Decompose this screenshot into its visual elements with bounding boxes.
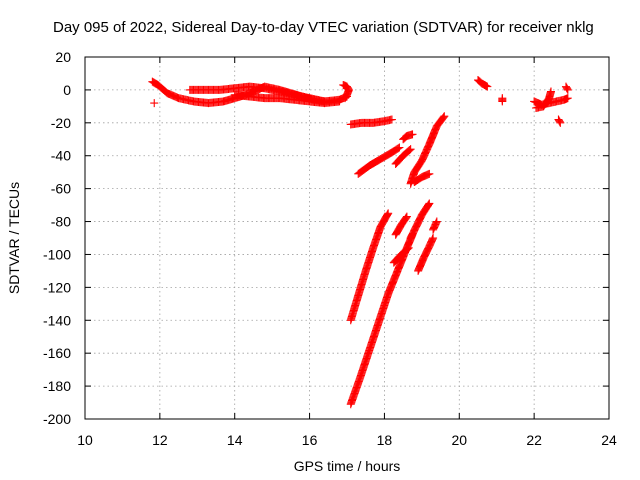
plot-frame [84, 56, 610, 420]
data-point [404, 146, 413, 155]
data-point [563, 94, 572, 103]
data-point [423, 201, 432, 210]
data-track [399, 130, 417, 144]
x-tick-label: 18 [377, 432, 393, 448]
y-tick-label: -160 [43, 345, 71, 361]
data-track [429, 217, 441, 234]
data-track [339, 80, 353, 103]
data-track [498, 94, 507, 106]
data-point [416, 158, 425, 167]
y-tick-label: -20 [51, 115, 71, 131]
data-points [148, 76, 572, 409]
data-point [563, 85, 572, 94]
data-point [556, 118, 565, 127]
data-point [429, 234, 438, 242]
data-point [439, 113, 448, 122]
data-point [425, 169, 434, 178]
data-point [425, 199, 434, 208]
data-point [405, 145, 414, 154]
data-track [346, 115, 396, 129]
data-point [341, 94, 350, 103]
chart-title: Day 095 of 2022, Sidereal Day-to-day VTE… [53, 19, 594, 36]
data-track [389, 243, 413, 267]
data-track [391, 145, 415, 168]
x-tick-label: 22 [526, 432, 542, 448]
data-point [498, 97, 507, 106]
data-track [474, 76, 492, 91]
grid [85, 57, 609, 419]
x-tick-label: 14 [227, 432, 243, 448]
y-tick-label: -60 [51, 181, 71, 197]
data-point [402, 212, 411, 221]
data-track [406, 112, 449, 188]
data-track [530, 94, 572, 109]
data-point [394, 144, 403, 153]
data-track [346, 209, 393, 325]
data-track [410, 169, 434, 187]
data-point [341, 93, 350, 102]
x-tick-label: 16 [302, 432, 318, 448]
data-track [554, 115, 565, 127]
x-tick-label: 10 [77, 432, 93, 448]
y-tick-label: -140 [43, 312, 71, 328]
data-track [406, 199, 434, 242]
y-tick-label: -180 [43, 378, 71, 394]
data-point [555, 117, 564, 126]
data-point [408, 130, 417, 139]
data-point [401, 214, 410, 223]
data-track [346, 230, 417, 409]
x-axis-label: GPS time / hours [294, 458, 401, 474]
data-point [424, 200, 433, 209]
data-point [335, 97, 344, 106]
data-point [402, 213, 411, 222]
axis-ticks: 10 12 14 16 18 20 22 24 20 0 -20 -40 -60 -80 -100 -120 -… [43, 49, 617, 448]
data-point [555, 116, 564, 125]
data-point [150, 99, 159, 108]
data-point [563, 84, 572, 93]
data-point [562, 83, 571, 92]
data-point [432, 217, 441, 226]
data-point [404, 243, 413, 252]
data-track [414, 234, 438, 275]
data-track [354, 143, 404, 178]
data-track [561, 82, 572, 94]
data-point [384, 209, 393, 218]
data-track [150, 99, 159, 108]
y-tick-label: 20 [55, 49, 71, 65]
data-point [383, 210, 392, 219]
data-point [438, 114, 447, 123]
data-point [402, 245, 411, 254]
x-tick-label: 20 [451, 432, 467, 448]
data-track [532, 87, 555, 113]
y-tick-label: -40 [51, 148, 71, 164]
data-point [387, 115, 396, 124]
data-point [406, 145, 415, 154]
y-tick-label: -100 [43, 246, 71, 262]
x-tick-label: 24 [601, 432, 617, 448]
data-point [483, 82, 492, 91]
data-point [440, 112, 449, 121]
y-tick-label: -80 [51, 214, 71, 230]
y-tick-label: 0 [63, 82, 71, 98]
y-tick-label: -120 [43, 279, 71, 295]
data-point [395, 143, 404, 152]
data-track [230, 90, 344, 108]
y-axis-label: SDTVAR / TECUs [6, 182, 22, 294]
data-track [391, 212, 411, 239]
x-tick-label: 12 [152, 432, 168, 448]
data-point [546, 87, 555, 96]
data-point [403, 244, 412, 253]
y-tick-label: -200 [43, 411, 71, 427]
